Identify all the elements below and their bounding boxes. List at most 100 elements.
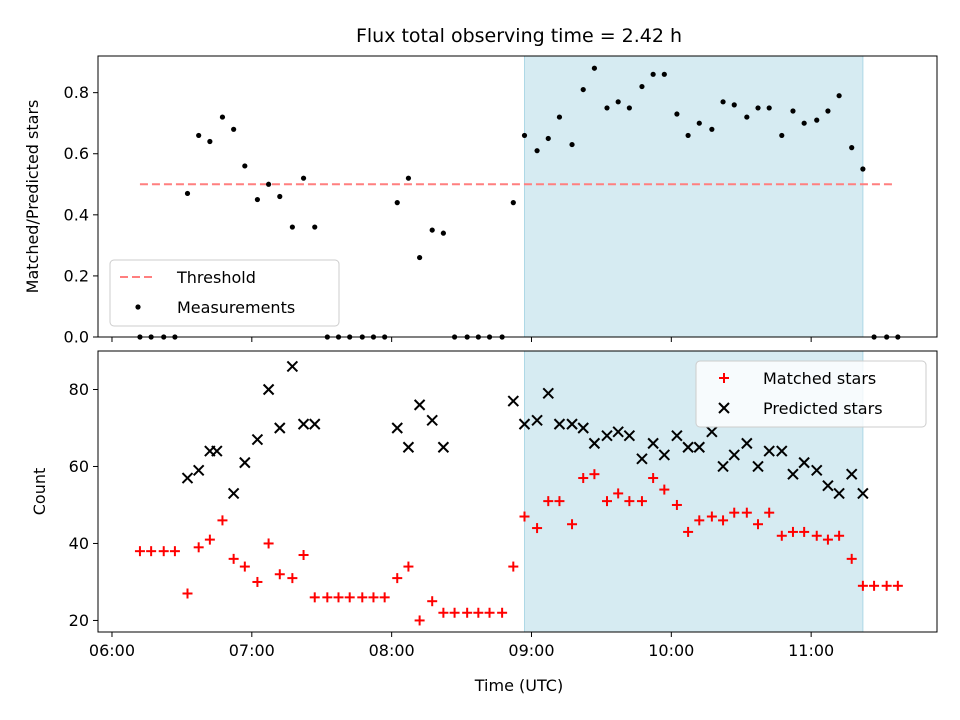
data-point	[510, 200, 516, 206]
predicted-point-b	[811, 464, 823, 477]
predicted-point-b	[274, 422, 286, 434]
predicted-point-b	[776, 445, 788, 457]
matched-point	[449, 607, 460, 618]
predicted-point	[437, 441, 450, 453]
predicted-point	[845, 468, 858, 480]
matched-point	[228, 553, 239, 564]
matched-point	[322, 592, 333, 603]
predicted-point	[211, 445, 223, 457]
matched-point	[473, 607, 484, 618]
x-tick-label: 07:00	[229, 641, 275, 660]
matched-point	[193, 542, 204, 553]
matched-point	[182, 588, 193, 599]
panel-ratio-x-ticks	[111, 337, 812, 342]
panel-count-x-ticks: 06:00 07:00 08:00 09:00 10:00 11:00	[89, 632, 834, 660]
predicted-point	[601, 429, 613, 442]
predicted-point	[612, 426, 624, 438]
predicted-point	[181, 472, 194, 484]
legend-label: Predicted stars	[763, 399, 883, 418]
matched-point	[508, 561, 519, 572]
predicted-point	[776, 445, 788, 457]
matched-point	[811, 530, 822, 541]
data-point	[312, 224, 318, 230]
predicted-point-b	[391, 422, 403, 434]
data-point	[394, 200, 400, 206]
data-point	[254, 196, 261, 203]
predicted-point	[623, 429, 636, 442]
predicted-point-b	[181, 472, 194, 484]
predicted-point	[507, 395, 520, 407]
predicted-point-b	[741, 437, 753, 450]
data-point	[685, 132, 691, 139]
data-point	[604, 105, 610, 111]
matched-point	[589, 469, 600, 480]
data-point	[674, 111, 680, 117]
matched-point	[333, 592, 344, 603]
legend-box	[109, 259, 340, 327]
predicted-point	[741, 437, 753, 450]
data-point	[626, 105, 632, 111]
matched-point	[753, 519, 764, 530]
matched-point	[892, 580, 903, 591]
data-point	[569, 141, 575, 148]
predicted-point	[391, 422, 403, 434]
data-point	[219, 114, 226, 120]
panel-ratio-marks	[137, 65, 901, 340]
data-point	[720, 99, 726, 105]
y-tick-label: 0.6	[64, 144, 89, 163]
panel-count-legend: Matched stars Predicted stars	[695, 360, 927, 428]
predicted-point	[717, 460, 729, 473]
predicted-point-b	[636, 453, 648, 465]
matched-point	[403, 561, 414, 572]
data-point	[429, 227, 435, 233]
predicted-point	[553, 418, 566, 430]
matched-point	[462, 607, 473, 618]
predicted-point	[262, 383, 275, 396]
matched-point	[671, 499, 682, 510]
predicted-point	[309, 418, 321, 430]
predicted-point-b	[297, 418, 310, 430]
predicted-point	[787, 468, 799, 480]
predicted-point	[658, 449, 671, 461]
matched-point	[252, 576, 263, 587]
predicted-point-b	[728, 449, 740, 461]
data-point	[231, 126, 237, 132]
predicted-point	[706, 426, 718, 438]
predicted-point-b	[822, 480, 834, 492]
matched-point	[846, 553, 857, 564]
matched-point	[392, 573, 403, 584]
predicted-point-b	[211, 445, 223, 457]
matched-point	[169, 546, 180, 557]
x-tick-label: 08:00	[369, 641, 415, 660]
predicted-point-b	[671, 429, 683, 442]
panel-ratio-y-label: Matched/Predicted stars	[23, 100, 42, 294]
predicted-point	[531, 414, 543, 426]
matched-point	[309, 592, 320, 603]
data-point	[300, 175, 307, 181]
data-point	[814, 117, 820, 123]
predicted-point	[647, 437, 659, 450]
predicted-point-b	[763, 445, 775, 457]
panel-ratio-y-ticks: 0.0 0.2 0.4 0.6 0.8	[64, 83, 98, 347]
data-point	[265, 181, 272, 187]
matched-point	[379, 592, 390, 603]
legend-swatch-measurements	[135, 304, 141, 310]
matched-point	[427, 596, 438, 607]
predicted-point	[426, 414, 438, 426]
predicted-point-b	[647, 437, 659, 450]
legend-swatch-matched	[719, 373, 729, 383]
panel-ratio: 0.00.20.40.60.8 Matched/Predicted stars …	[23, 55, 938, 347]
matched-point	[158, 546, 169, 557]
matched-point	[438, 607, 449, 618]
predicted-point-b	[192, 464, 205, 477]
predicted-point-b	[518, 418, 531, 430]
legend-box	[695, 360, 927, 428]
predicted-point	[728, 449, 740, 461]
matched-point	[694, 515, 705, 526]
y-tick-label: 0.0	[64, 328, 89, 347]
matched-point	[414, 615, 425, 626]
predicted-point-b	[239, 456, 251, 469]
predicted-point	[798, 456, 810, 469]
data-point	[242, 163, 248, 169]
matched-point	[764, 507, 775, 518]
